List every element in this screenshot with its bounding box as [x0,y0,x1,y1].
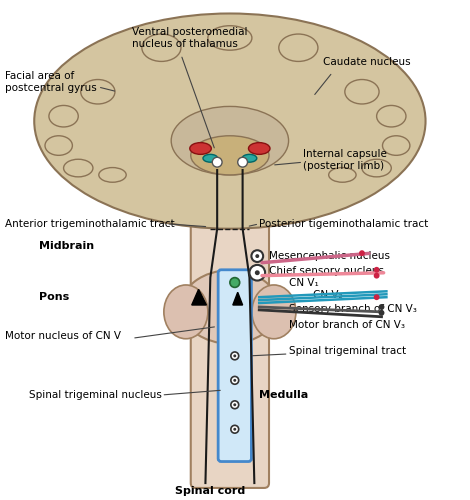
Ellipse shape [208,26,252,50]
Text: Posterior tigeminothalamic tract: Posterior tigeminothalamic tract [259,219,429,229]
Ellipse shape [345,80,379,104]
FancyBboxPatch shape [218,270,251,462]
Ellipse shape [249,142,270,154]
Polygon shape [192,290,206,305]
Ellipse shape [181,270,279,344]
Text: Chief sensory nucleus: Chief sensory nucleus [269,266,384,276]
Ellipse shape [81,80,115,104]
Circle shape [378,310,384,316]
Text: CN V₂: CN V₂ [313,290,343,300]
Polygon shape [233,292,243,305]
Text: Internal capsule
(posterior limb): Internal capsule (posterior limb) [303,150,387,171]
Circle shape [231,352,239,360]
Ellipse shape [99,168,126,182]
Text: Spinal cord: Spinal cord [175,486,245,496]
FancyBboxPatch shape [191,214,269,488]
Text: Spinal trigeminal nucleus: Spinal trigeminal nucleus [29,390,162,400]
Ellipse shape [45,136,72,156]
Text: Anterior trigeminothalamic tract: Anterior trigeminothalamic tract [5,219,174,229]
Ellipse shape [171,106,289,175]
Text: Spinal trigeminal tract: Spinal trigeminal tract [289,346,406,356]
Circle shape [359,250,365,256]
Text: Caudate nucleus: Caudate nucleus [323,58,410,68]
Ellipse shape [252,285,296,339]
Ellipse shape [63,159,93,177]
Text: Sensory branch of CN V₃: Sensory branch of CN V₃ [289,304,416,314]
Text: Midbrain: Midbrain [39,242,94,252]
Circle shape [374,267,380,272]
Circle shape [251,250,263,262]
Ellipse shape [279,34,318,62]
Text: Medulla: Medulla [259,390,308,400]
Circle shape [374,272,380,278]
Text: Motor branch of CN V₃: Motor branch of CN V₃ [289,320,405,330]
Circle shape [255,270,260,275]
Circle shape [231,401,239,408]
Circle shape [233,428,236,430]
Ellipse shape [329,168,356,182]
Text: Motor nucleus of CN V: Motor nucleus of CN V [5,332,121,342]
Text: Pons: Pons [39,292,70,302]
Circle shape [374,294,380,300]
Ellipse shape [242,154,257,162]
Circle shape [378,304,384,310]
Ellipse shape [34,14,425,228]
Circle shape [212,158,222,167]
Ellipse shape [190,142,212,154]
Circle shape [230,278,240,287]
Circle shape [250,265,265,280]
Circle shape [231,426,239,433]
Circle shape [255,254,259,258]
Text: CN V₁: CN V₁ [289,278,318,287]
Ellipse shape [383,136,410,156]
Ellipse shape [49,106,78,127]
Ellipse shape [376,106,406,127]
Ellipse shape [142,34,181,62]
Circle shape [238,158,248,167]
Ellipse shape [191,136,269,175]
Ellipse shape [203,154,218,162]
Circle shape [233,404,236,406]
Circle shape [231,376,239,384]
Text: Mesencephalic nucleus: Mesencephalic nucleus [269,251,390,261]
Ellipse shape [362,159,392,177]
Circle shape [233,379,236,382]
Text: Ventral posteromedial
nucleus of thalamus: Ventral posteromedial nucleus of thalamu… [132,27,248,48]
Text: Facial area of
postcentral gyrus: Facial area of postcentral gyrus [5,71,97,93]
Circle shape [233,354,236,358]
Ellipse shape [164,285,208,339]
